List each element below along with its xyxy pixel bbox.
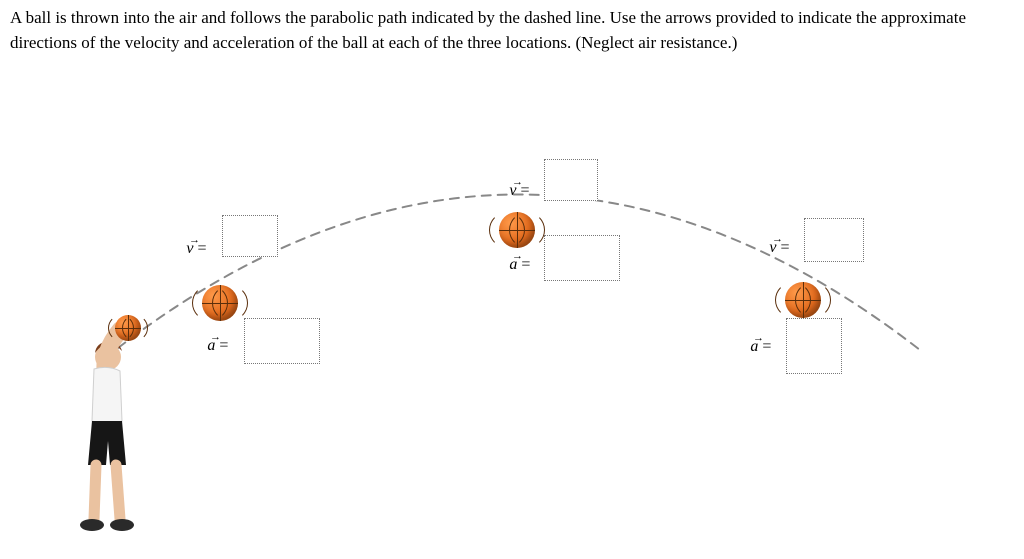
acceleration-dropzone-ascending[interactable] <box>244 318 320 364</box>
velocity-dropzone-apex[interactable] <box>544 159 598 201</box>
velocity-dropzone-descending[interactable] <box>804 218 864 262</box>
player-shoe-right <box>110 519 134 531</box>
velocity-label-ascending: →v = <box>183 240 207 258</box>
velocity-dropzone-ascending[interactable] <box>222 215 278 257</box>
acceleration-dropzone-apex[interactable] <box>544 235 620 281</box>
velocity-label-apex: →v = <box>506 182 530 200</box>
acceleration-label-ascending: →a = <box>204 337 228 355</box>
basketball-descending <box>785 282 821 318</box>
basketball-in-hand <box>115 315 141 341</box>
player-shoe-left <box>80 519 104 531</box>
acceleration-dropzone-descending[interactable] <box>786 318 842 374</box>
velocity-label-descending: →v = <box>766 239 790 257</box>
basketball-apex <box>499 212 535 248</box>
player-shirt <box>92 367 122 424</box>
problem-text: A ball is thrown into the air and follow… <box>0 0 1024 55</box>
player-figure <box>60 315 170 535</box>
player-leg-right <box>116 465 120 519</box>
acceleration-label-apex: →a = <box>506 256 530 274</box>
player-shorts <box>88 421 126 465</box>
player-leg-left <box>94 465 96 519</box>
diagram-area: →v = →a = →v = →a = →v = →a = <box>0 60 1024 550</box>
basketball-ascending <box>202 285 238 321</box>
acceleration-label-descending: →a = <box>747 338 771 356</box>
